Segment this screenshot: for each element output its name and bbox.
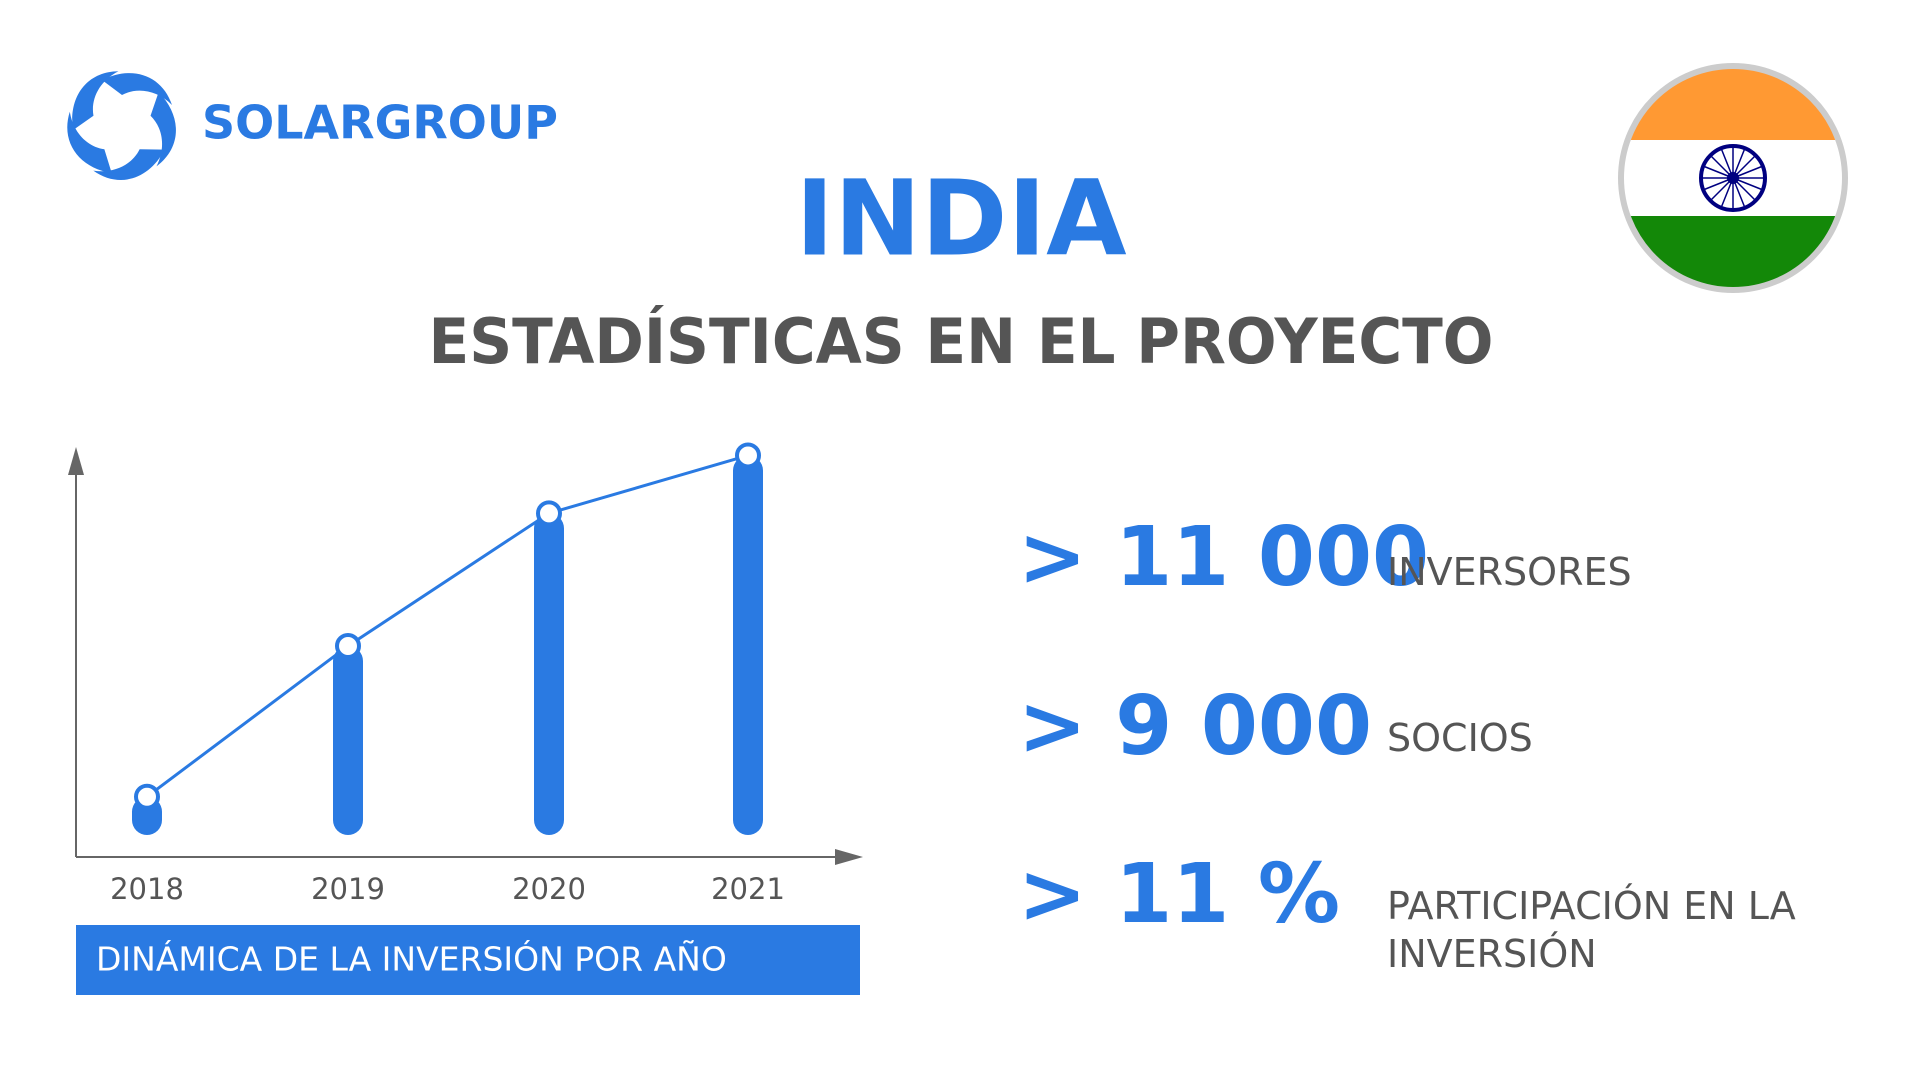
trend-line: [146, 454, 749, 798]
point: [536, 500, 562, 527]
stat-label: INVERSORES: [1387, 550, 1632, 594]
stat-label: SOCIOS: [1387, 716, 1533, 760]
x-tick-label: 2019: [311, 872, 385, 906]
bar: [333, 645, 363, 835]
point: [335, 632, 361, 659]
point: [134, 783, 160, 810]
brand: SOLARGROUP: [202, 96, 558, 150]
stat-value: > 11 000: [1018, 510, 1430, 605]
axes: [68, 447, 863, 865]
flag: [1618, 63, 1848, 293]
bar: [733, 455, 763, 835]
logo-icon: [67, 71, 176, 180]
x-tick-label: 2018: [110, 872, 184, 906]
x-tick-label: 2020: [512, 872, 586, 906]
title: INDIA: [795, 157, 1126, 279]
chart-caption: DINÁMICA DE LA INVERSIÓN POR AÑO: [96, 939, 727, 979]
stat-value: > 9 000: [1018, 679, 1373, 774]
bar: [534, 513, 564, 835]
subtitle: ESTADÍSTICAS EN EL PROYECTO: [429, 305, 1494, 378]
stat-value: > 11 %: [1018, 847, 1341, 942]
point: [735, 442, 761, 469]
x-tick-label: 2021: [711, 872, 785, 906]
caption-box: [76, 925, 860, 995]
stat-label: PARTICIPACIÓN EN LA INVERSIÓN: [1387, 884, 1796, 976]
